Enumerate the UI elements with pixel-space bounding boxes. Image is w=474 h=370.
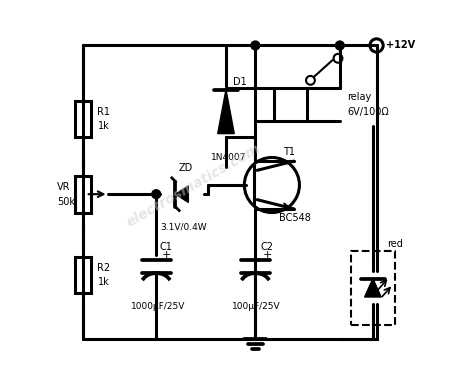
Circle shape (336, 41, 344, 50)
Text: 1k: 1k (98, 277, 109, 287)
Text: 100μF/25V: 100μF/25V (231, 302, 280, 311)
Polygon shape (365, 279, 381, 297)
Circle shape (251, 41, 260, 50)
Text: VR: VR (57, 182, 71, 192)
Text: 3.1V/0.4W: 3.1V/0.4W (160, 223, 207, 232)
Text: +: + (162, 250, 171, 260)
Text: ZD: ZD (178, 164, 192, 174)
Bar (273, 88, 307, 121)
Text: D1: D1 (233, 77, 247, 87)
Text: relay: relay (347, 92, 372, 102)
Text: T1: T1 (283, 147, 295, 157)
Text: 6V/100Ω: 6V/100Ω (347, 107, 389, 117)
Text: +: + (263, 250, 272, 260)
Text: R2: R2 (98, 263, 110, 273)
Text: BC548: BC548 (279, 213, 311, 223)
Bar (74, 176, 91, 212)
Text: R1: R1 (98, 107, 110, 117)
Text: C2: C2 (261, 242, 274, 252)
Text: 1N4007: 1N4007 (211, 153, 246, 162)
Bar (74, 101, 91, 137)
Circle shape (152, 190, 161, 199)
Text: electrosmatics.com: electrosmatics.com (124, 141, 263, 229)
Polygon shape (175, 186, 188, 202)
Text: 1k: 1k (98, 121, 109, 131)
Text: 1000μF/25V: 1000μF/25V (130, 302, 185, 311)
Text: 50k: 50k (57, 196, 75, 206)
Bar (74, 257, 91, 293)
Text: C1: C1 (160, 242, 173, 252)
Text: +12V: +12V (386, 40, 415, 50)
Text: red: red (388, 239, 403, 249)
Polygon shape (218, 90, 234, 134)
